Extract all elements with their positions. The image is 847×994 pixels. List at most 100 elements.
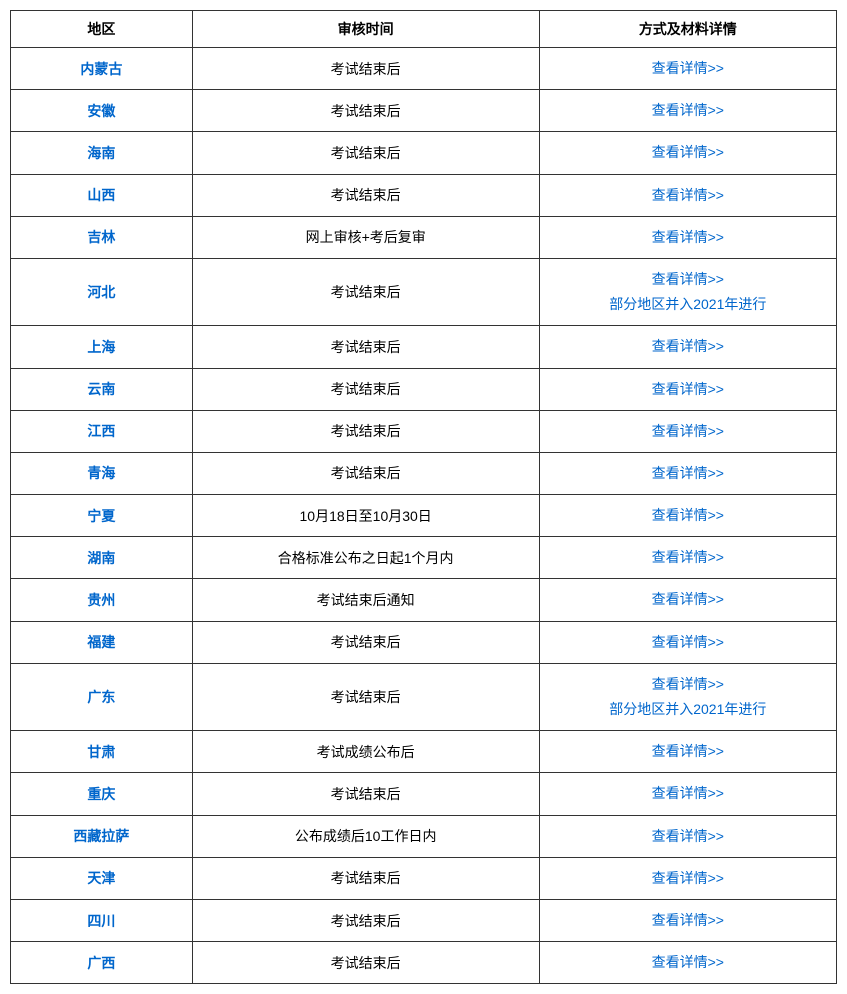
time-text: 公布成绩后10工作日内	[295, 828, 437, 844]
detail-link[interactable]: 查看详情>>	[544, 419, 832, 444]
time-text: 考试结束后	[331, 381, 401, 397]
time-text: 考试结束后	[331, 284, 401, 300]
detail-link[interactable]: 查看详情>>	[544, 824, 832, 849]
table-header-row: 地区 审核时间 方式及材料详情	[11, 11, 837, 48]
region-cell: 吉林	[11, 216, 193, 258]
time-cell: 考试结束后	[192, 899, 539, 941]
table-row: 上海考试结束后查看详情>>	[11, 326, 837, 368]
time-text: 考试结束后	[331, 423, 401, 439]
detail-link[interactable]: 查看详情>>	[544, 908, 832, 933]
region-link[interactable]: 贵州	[87, 592, 115, 608]
table-row: 湖南 合格标准公布之日起1个月内 查看详情>>	[11, 537, 837, 579]
region-link[interactable]: 湖南	[87, 550, 115, 566]
time-cell: 考试结束后	[192, 663, 539, 730]
time-cell: 网上审核+考后复审	[192, 216, 539, 258]
time-text: 考试结束后	[331, 465, 401, 481]
detail-link[interactable]: 查看详情>>	[544, 461, 832, 486]
region-link[interactable]: 广东	[87, 689, 115, 705]
table-row: 宁夏 10月18日至10月30日查看详情>>	[11, 495, 837, 537]
details-cell: 查看详情>>	[539, 857, 836, 899]
detail-link[interactable]: 查看详情>>	[544, 672, 832, 697]
region-link[interactable]: 宁夏	[87, 508, 115, 524]
region-link[interactable]: 福建	[87, 634, 115, 650]
detail-link[interactable]: 查看详情>>	[544, 334, 832, 359]
region-link[interactable]: 上海	[87, 339, 115, 355]
detail-link[interactable]: 查看详情>>	[544, 225, 832, 250]
region-cell: 上海	[11, 326, 193, 368]
region-cell: 河北	[11, 258, 193, 325]
detail-link[interactable]: 部分地区并入2021年进行	[544, 292, 832, 317]
table-row: 山西 考试结束后查看详情>>	[11, 174, 837, 216]
details-cell: 查看详情>>	[539, 815, 836, 857]
detail-link[interactable]: 查看详情>>	[544, 739, 832, 764]
time-cell: 考试结束后	[192, 174, 539, 216]
time-cell: 考试结束后	[192, 258, 539, 325]
region-link[interactable]: 云南	[87, 381, 115, 397]
details-cell: 查看详情>>	[539, 410, 836, 452]
region-cell: 贵州	[11, 579, 193, 621]
detail-link[interactable]: 部分地区并入2021年进行	[544, 697, 832, 722]
region-link[interactable]: 四川	[87, 913, 115, 929]
detail-link[interactable]: 查看详情>>	[544, 950, 832, 975]
detail-link[interactable]: 查看详情>>	[544, 56, 832, 81]
time-cell: 合格标准公布之日起1个月内	[192, 537, 539, 579]
region-link[interactable]: 西藏拉萨	[73, 828, 129, 844]
table-row: 安徽考试结束后查看详情>>	[11, 90, 837, 132]
table-row: 吉林 网上审核+考后复审 查看详情>>	[11, 216, 837, 258]
table-row: 青海 考试结束后 查看详情>>	[11, 452, 837, 494]
details-cell: 查看详情>>部分地区并入2021年进行	[539, 258, 836, 325]
region-link[interactable]: 天津	[87, 870, 115, 886]
time-text: 考试结束后	[331, 689, 401, 705]
time-text: 考试结束后通知	[317, 592, 415, 608]
region-link[interactable]: 青海	[87, 465, 115, 481]
region-cell: 广东	[11, 663, 193, 730]
region-cell: 青海	[11, 452, 193, 494]
time-text: 考试结束后	[331, 913, 401, 929]
table-row: 广西考试结束后查看详情>>	[11, 942, 837, 984]
region-link[interactable]: 安徽	[87, 103, 115, 119]
region-cell: 云南	[11, 368, 193, 410]
detail-link[interactable]: 查看详情>>	[544, 630, 832, 655]
detail-link[interactable]: 查看详情>>	[544, 503, 832, 528]
time-text: 合格标准公布之日起1个月内	[278, 550, 454, 566]
region-link[interactable]: 广西	[87, 955, 115, 971]
details-cell: 查看详情>>	[539, 216, 836, 258]
time-cell: 10月18日至10月30日	[192, 495, 539, 537]
region-link[interactable]: 吉林	[87, 229, 115, 245]
region-cell: 安徽	[11, 90, 193, 132]
table-row: 天津 考试结束后查看详情>>	[11, 857, 837, 899]
region-link[interactable]: 甘肃	[87, 744, 115, 760]
detail-link[interactable]: 查看详情>>	[544, 377, 832, 402]
time-cell: 考试结束后	[192, 857, 539, 899]
time-text: 考试结束后	[331, 786, 401, 802]
detail-link[interactable]: 查看详情>>	[544, 545, 832, 570]
region-cell: 江西	[11, 410, 193, 452]
detail-link[interactable]: 查看详情>>	[544, 587, 832, 612]
region-link[interactable]: 山西	[87, 187, 115, 203]
details-cell: 查看详情>>	[539, 368, 836, 410]
time-text: 考试结束后	[331, 634, 401, 650]
table-row: 甘肃考试成绩公布后查看详情>>	[11, 731, 837, 773]
detail-link[interactable]: 查看详情>>	[544, 267, 832, 292]
region-link[interactable]: 内蒙古	[80, 61, 122, 77]
table-row: 四川 考试结束后 查看详情>>	[11, 899, 837, 941]
region-link[interactable]: 重庆	[87, 786, 115, 802]
time-text: 网上审核+考后复审	[306, 229, 426, 245]
region-link[interactable]: 河北	[87, 284, 115, 300]
detail-link[interactable]: 查看详情>>	[544, 183, 832, 208]
time-cell: 考试结束后通知	[192, 579, 539, 621]
region-link[interactable]: 海南	[87, 145, 115, 161]
region-link[interactable]: 江西	[87, 423, 115, 439]
detail-link[interactable]: 查看详情>>	[544, 781, 832, 806]
detail-link[interactable]: 查看详情>>	[544, 98, 832, 123]
detail-link[interactable]: 查看详情>>	[544, 866, 832, 891]
time-cell: 考试结束后	[192, 410, 539, 452]
table-row: 江西 考试结束后 查看详情>>	[11, 410, 837, 452]
region-cell: 西藏拉萨	[11, 815, 193, 857]
region-cell: 甘肃	[11, 731, 193, 773]
table-row: 海南考试结束后查看详情>>	[11, 132, 837, 174]
detail-link[interactable]: 查看详情>>	[544, 140, 832, 165]
details-cell: 查看详情>>	[539, 90, 836, 132]
time-cell: 考试结束后	[192, 773, 539, 815]
details-cell: 查看详情>>	[539, 326, 836, 368]
